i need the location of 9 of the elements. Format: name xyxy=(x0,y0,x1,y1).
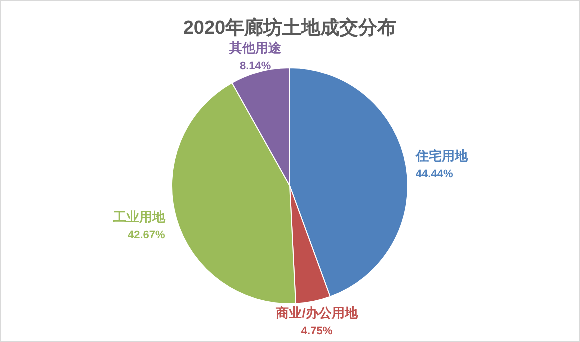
chart-title: 2020年廊坊土地成交分布 xyxy=(183,17,397,39)
slice-label: 工业用地 xyxy=(112,210,166,225)
slice-label: 商业/办公用地 xyxy=(275,305,359,320)
slice-label: 其他用途 xyxy=(228,40,283,56)
data-label: 8.14% xyxy=(240,60,272,72)
data-label: 4.75% xyxy=(301,325,333,338)
data-label: 42.67% xyxy=(128,230,166,242)
data-label: 44.44% xyxy=(416,168,454,180)
slice-label: 住宅用地 xyxy=(414,148,469,164)
